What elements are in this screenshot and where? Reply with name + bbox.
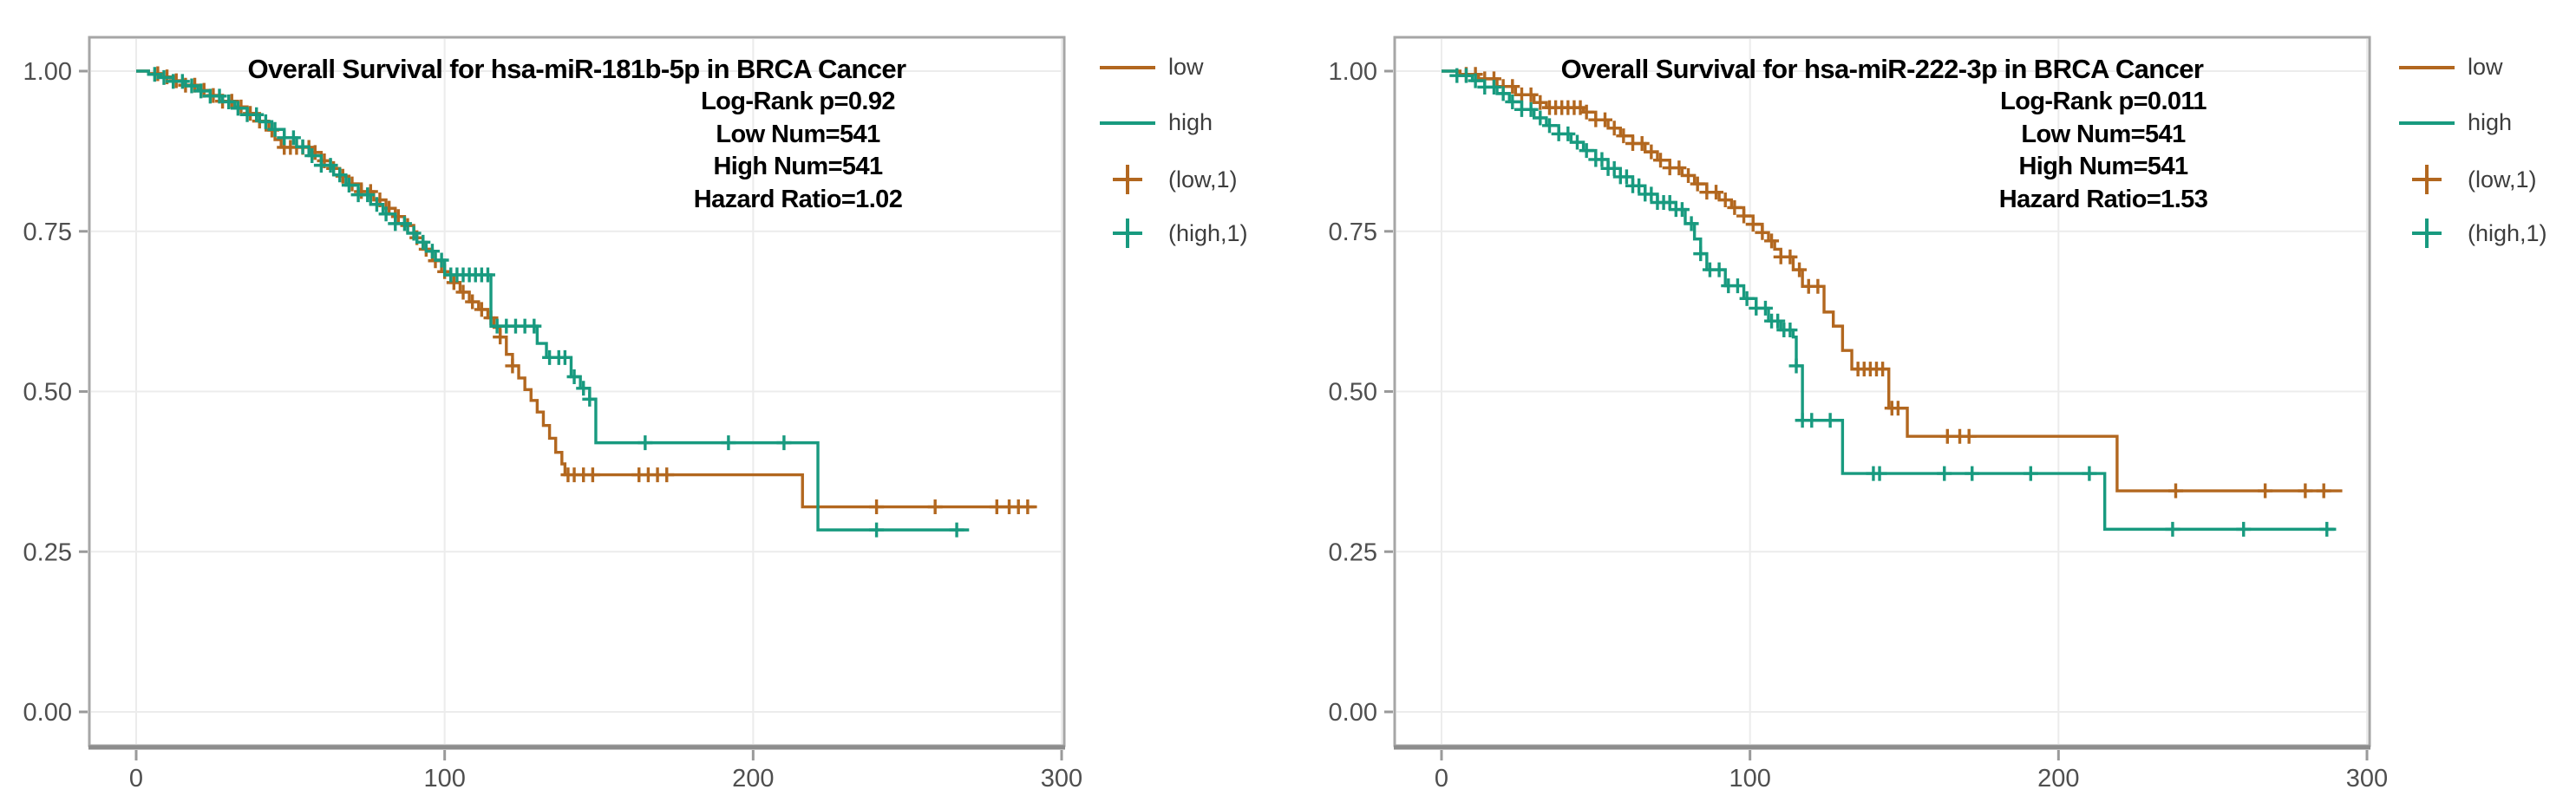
legend-item-high-censor: (high,1) bbox=[2399, 219, 2547, 248]
y-tick-label: 0.00 bbox=[23, 699, 72, 727]
legend-label-low-censor: (low,1) bbox=[2468, 166, 2537, 192]
x-tick-label: 0 bbox=[129, 765, 143, 793]
x-tick-label: 0 bbox=[1435, 765, 1448, 793]
chart1-stat-highnum: High Num=541 bbox=[713, 153, 883, 180]
chart1-stat-lownum: Low Num=541 bbox=[716, 120, 880, 148]
legend-label-low-censor: (low,1) bbox=[1168, 166, 1238, 192]
legend-label-high-censor: (high,1) bbox=[2468, 219, 2547, 246]
high-line-swatch-icon bbox=[1100, 121, 1155, 125]
km-panel-2: 1.00 0.75 0.50 0.25 0.00 0 100 200 300 bbox=[1329, 36, 2388, 793]
legend-item-low: low bbox=[2399, 54, 2503, 81]
x-tick-label: 100 bbox=[1729, 765, 1770, 793]
chart1-stat-hazard: Hazard Ratio=1.02 bbox=[693, 185, 903, 213]
chart2-legend: low high (low,1) (high,1) bbox=[2399, 0, 2576, 277]
chart1-title: Overall Survival for hsa-miR-181b-5p in … bbox=[247, 54, 907, 84]
legend-item-high-censor: (high,1) bbox=[1100, 219, 1248, 248]
legend-item-high: high bbox=[2399, 109, 2512, 136]
chart2-stat-hazard: Hazard Ratio=1.53 bbox=[1998, 185, 2208, 213]
chart2-stats: Log-Rank p=0.011 Low Num=541 High Num=54… bbox=[1843, 86, 2364, 216]
low-line-swatch-icon bbox=[2399, 65, 2455, 69]
y-tick-label: 0.00 bbox=[1329, 699, 1377, 727]
x-tick-label: 200 bbox=[732, 765, 774, 793]
chart1-stats: Log-Rank p=0.92 Low Num=541 High Num=541… bbox=[538, 86, 1058, 216]
x-tick-label: 300 bbox=[2346, 765, 2388, 793]
y-tick-label: 1.00 bbox=[23, 58, 72, 86]
chart2-title: Overall Survival for hsa-miR-222-3p in B… bbox=[1560, 54, 2204, 84]
low-plus-marker-icon bbox=[1113, 165, 1142, 194]
low-line-swatch-icon bbox=[1100, 65, 1155, 69]
chart2-stat-logrank: Log-Rank p=0.011 bbox=[2000, 88, 2207, 115]
y-tick-label: 0.50 bbox=[23, 379, 72, 407]
high-plus-marker-icon bbox=[1113, 219, 1142, 248]
y-tick-label: 0.75 bbox=[1329, 219, 1377, 246]
chart2-stat-highnum: High Num=541 bbox=[2018, 153, 2188, 180]
legend-label-low: low bbox=[2468, 54, 2503, 80]
chart1-stat-logrank: Log-Rank p=0.92 bbox=[701, 88, 895, 115]
x-tick-label: 300 bbox=[1041, 765, 1082, 793]
chart1-legend: low high (low,1) (high,1) bbox=[1100, 0, 1299, 277]
chart2-stat-lownum: Low Num=541 bbox=[2021, 120, 2186, 148]
legend-item-low: low bbox=[1100, 54, 1204, 81]
y-tick-label: 0.50 bbox=[1329, 379, 1377, 407]
y-tick-label: 0.25 bbox=[23, 538, 72, 566]
high-plus-marker-icon bbox=[2412, 219, 2442, 248]
km-panel-1: 1.00 0.75 0.50 0.25 0.00 0 100 200 300 bbox=[23, 36, 1082, 793]
y-tick-label: 0.25 bbox=[1329, 538, 1377, 566]
legend-label-high-censor: (high,1) bbox=[1168, 219, 1248, 246]
legend-item-low-censor: (low,1) bbox=[1100, 165, 1238, 194]
x-tick-label: 200 bbox=[2037, 765, 2079, 793]
high-line-swatch-icon bbox=[2399, 121, 2455, 125]
censor-marks-high bbox=[1449, 68, 2335, 537]
low-plus-marker-icon bbox=[2412, 165, 2442, 194]
legend-label-high: high bbox=[1168, 109, 1213, 135]
legend-item-high: high bbox=[1100, 109, 1213, 136]
legend-label-low: low bbox=[1168, 54, 1204, 80]
y-tick-label: 1.00 bbox=[1329, 58, 1377, 86]
censor-marks-high bbox=[147, 67, 964, 538]
legend-label-high: high bbox=[2468, 109, 2513, 135]
legend-item-low-censor: (low,1) bbox=[2399, 165, 2537, 194]
x-tick-label: 100 bbox=[423, 765, 465, 793]
y-tick-label: 0.75 bbox=[23, 219, 72, 246]
